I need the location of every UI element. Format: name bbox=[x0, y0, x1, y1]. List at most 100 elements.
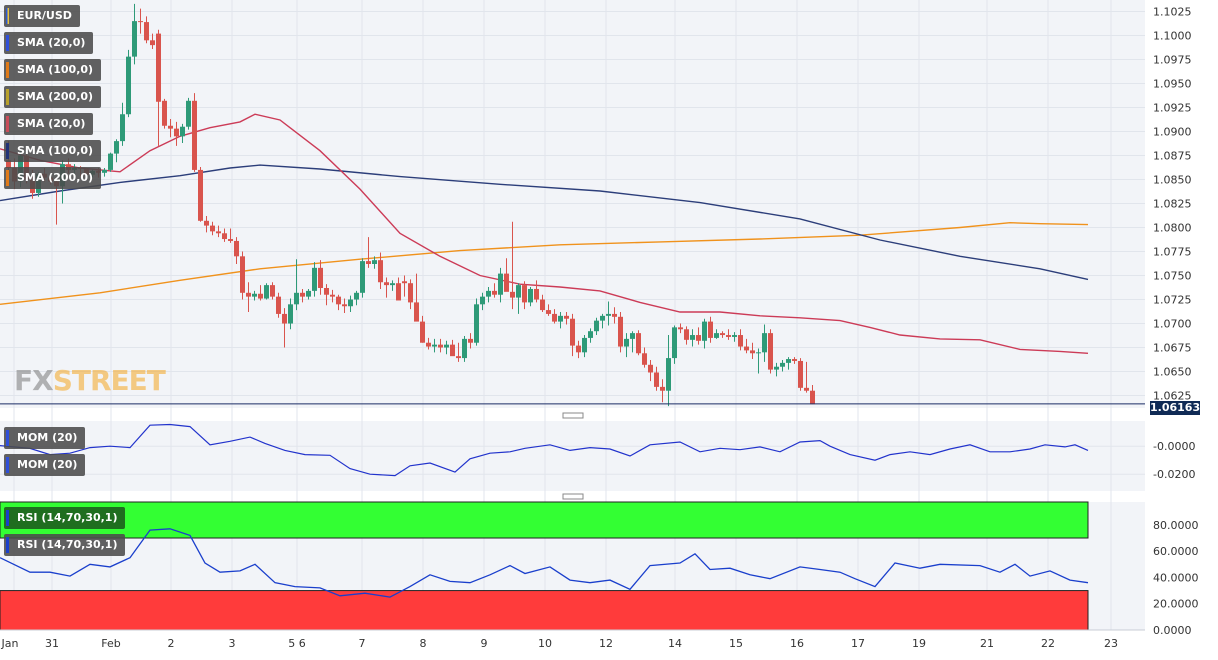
swatch-icon bbox=[6, 89, 9, 105]
candle-body bbox=[492, 290, 497, 295]
legend-rsi-a[interactable]: RSI (14,70,30,1) bbox=[4, 507, 126, 529]
candle-body bbox=[360, 261, 365, 293]
resize-handle-icon bbox=[562, 493, 584, 500]
candle-body bbox=[420, 321, 425, 343]
y-tick-label: 1.0875 bbox=[1153, 150, 1192, 163]
candle-body bbox=[612, 313, 617, 317]
panel-divider-2 bbox=[0, 491, 1145, 502]
candle-body bbox=[630, 333, 635, 339]
resize-handle-icon bbox=[562, 412, 584, 419]
x-tick-label: 17 bbox=[851, 637, 865, 650]
candle-body bbox=[246, 292, 251, 297]
candle-body bbox=[450, 344, 455, 357]
candle-body bbox=[276, 296, 281, 314]
swatch-icon bbox=[6, 116, 9, 132]
legend-label: RSI (14,70,30,1) bbox=[17, 538, 118, 551]
legend-mom-a[interactable]: MOM (20) bbox=[4, 427, 86, 449]
legend-label: SMA (200,0) bbox=[17, 171, 94, 184]
legend-sma100-a[interactable]: SMA (100,0) bbox=[4, 59, 102, 81]
candle-body bbox=[804, 387, 809, 391]
candle-body bbox=[480, 296, 485, 305]
candle-body bbox=[720, 333, 725, 336]
candle-body bbox=[180, 126, 185, 137]
legend-sma200-b[interactable]: SMA (200,0) bbox=[4, 167, 102, 189]
x-tick-label: 2 bbox=[168, 637, 175, 650]
swatch-icon bbox=[6, 510, 9, 526]
candle-body bbox=[300, 292, 305, 297]
swatch-icon bbox=[6, 35, 9, 51]
candle-body bbox=[138, 21, 143, 23]
candle-body bbox=[342, 304, 347, 307]
logo-part-fx: FX bbox=[14, 364, 54, 397]
candle-body bbox=[456, 356, 461, 359]
candle-body bbox=[324, 288, 329, 295]
swatch-icon bbox=[6, 537, 9, 553]
candle-body bbox=[744, 346, 749, 351]
candle-body bbox=[708, 321, 713, 338]
candle-body bbox=[348, 299, 353, 307]
candle-body bbox=[762, 333, 767, 353]
candle-body bbox=[258, 293, 263, 299]
candle-body bbox=[204, 220, 209, 226]
candle-body bbox=[192, 100, 197, 170]
candle-body bbox=[624, 338, 629, 347]
legend-sma20-a[interactable]: SMA (20,0) bbox=[4, 32, 94, 54]
candle-body bbox=[756, 352, 761, 354]
y-tick-label: 1.0950 bbox=[1153, 78, 1192, 91]
legend-sma20-b[interactable]: SMA (20,0) bbox=[4, 113, 94, 135]
candle-body bbox=[552, 313, 557, 322]
legend-label: SMA (200,0) bbox=[17, 90, 94, 103]
legend-rsi-b[interactable]: RSI (14,70,30,1) bbox=[4, 534, 126, 556]
legend-label: SMA (20,0) bbox=[17, 36, 86, 49]
candle-body bbox=[498, 273, 503, 295]
candle-body bbox=[666, 358, 671, 391]
swatch-icon bbox=[6, 430, 9, 446]
x-tick-label: 16 bbox=[790, 637, 804, 650]
x-tick-label: Feb bbox=[101, 637, 120, 650]
legend-sma100-b[interactable]: SMA (100,0) bbox=[4, 140, 102, 162]
x-tick-label: 5 6 bbox=[288, 637, 306, 650]
candle-body bbox=[570, 318, 575, 346]
legend-mom-b[interactable]: MOM (20) bbox=[4, 454, 86, 476]
legend-label: MOM (20) bbox=[17, 431, 78, 444]
candle-body bbox=[366, 261, 371, 264]
candle-body bbox=[780, 362, 785, 367]
candle-body bbox=[522, 285, 527, 303]
rsi-oversold-zone bbox=[0, 590, 1089, 631]
candle-body bbox=[240, 256, 245, 293]
candle-body bbox=[510, 291, 515, 298]
candle-body bbox=[162, 100, 167, 126]
swatch-icon bbox=[6, 62, 9, 78]
legend-label: SMA (100,0) bbox=[17, 63, 94, 76]
x-tick-label: 31 bbox=[45, 637, 59, 650]
candle-body bbox=[714, 333, 719, 338]
candle-body bbox=[768, 333, 773, 370]
x-tick-label: Jan bbox=[1, 637, 19, 650]
y-tick-label: 1.0700 bbox=[1153, 318, 1192, 331]
candle-body bbox=[792, 359, 797, 361]
candle-body bbox=[186, 100, 191, 127]
legend-label: RSI (14,70,30,1) bbox=[17, 511, 118, 524]
candle-body bbox=[156, 33, 161, 102]
legend-sma200-a[interactable]: SMA (200,0) bbox=[4, 86, 102, 108]
x-tick-label: 15 bbox=[729, 637, 743, 650]
y-tick-label: 80.0000 bbox=[1153, 519, 1199, 532]
candle-body bbox=[504, 273, 509, 292]
legend-eurusd[interactable]: EUR/USD bbox=[4, 5, 80, 27]
sma200-line bbox=[0, 221, 1089, 305]
rsi-line bbox=[0, 528, 1089, 598]
y-tick-label: 1.0850 bbox=[1153, 174, 1192, 187]
candle-body bbox=[198, 169, 203, 221]
candle-body bbox=[696, 335, 701, 341]
candle-body bbox=[600, 315, 605, 321]
swatch-icon bbox=[6, 170, 9, 186]
candle-body bbox=[354, 292, 359, 300]
candle-body bbox=[810, 390, 815, 405]
candle-body bbox=[126, 56, 131, 115]
candle-body bbox=[774, 366, 779, 370]
candle-body bbox=[672, 327, 677, 359]
candle-body bbox=[252, 293, 257, 297]
candle-body bbox=[270, 285, 275, 297]
candle-body bbox=[174, 128, 179, 137]
